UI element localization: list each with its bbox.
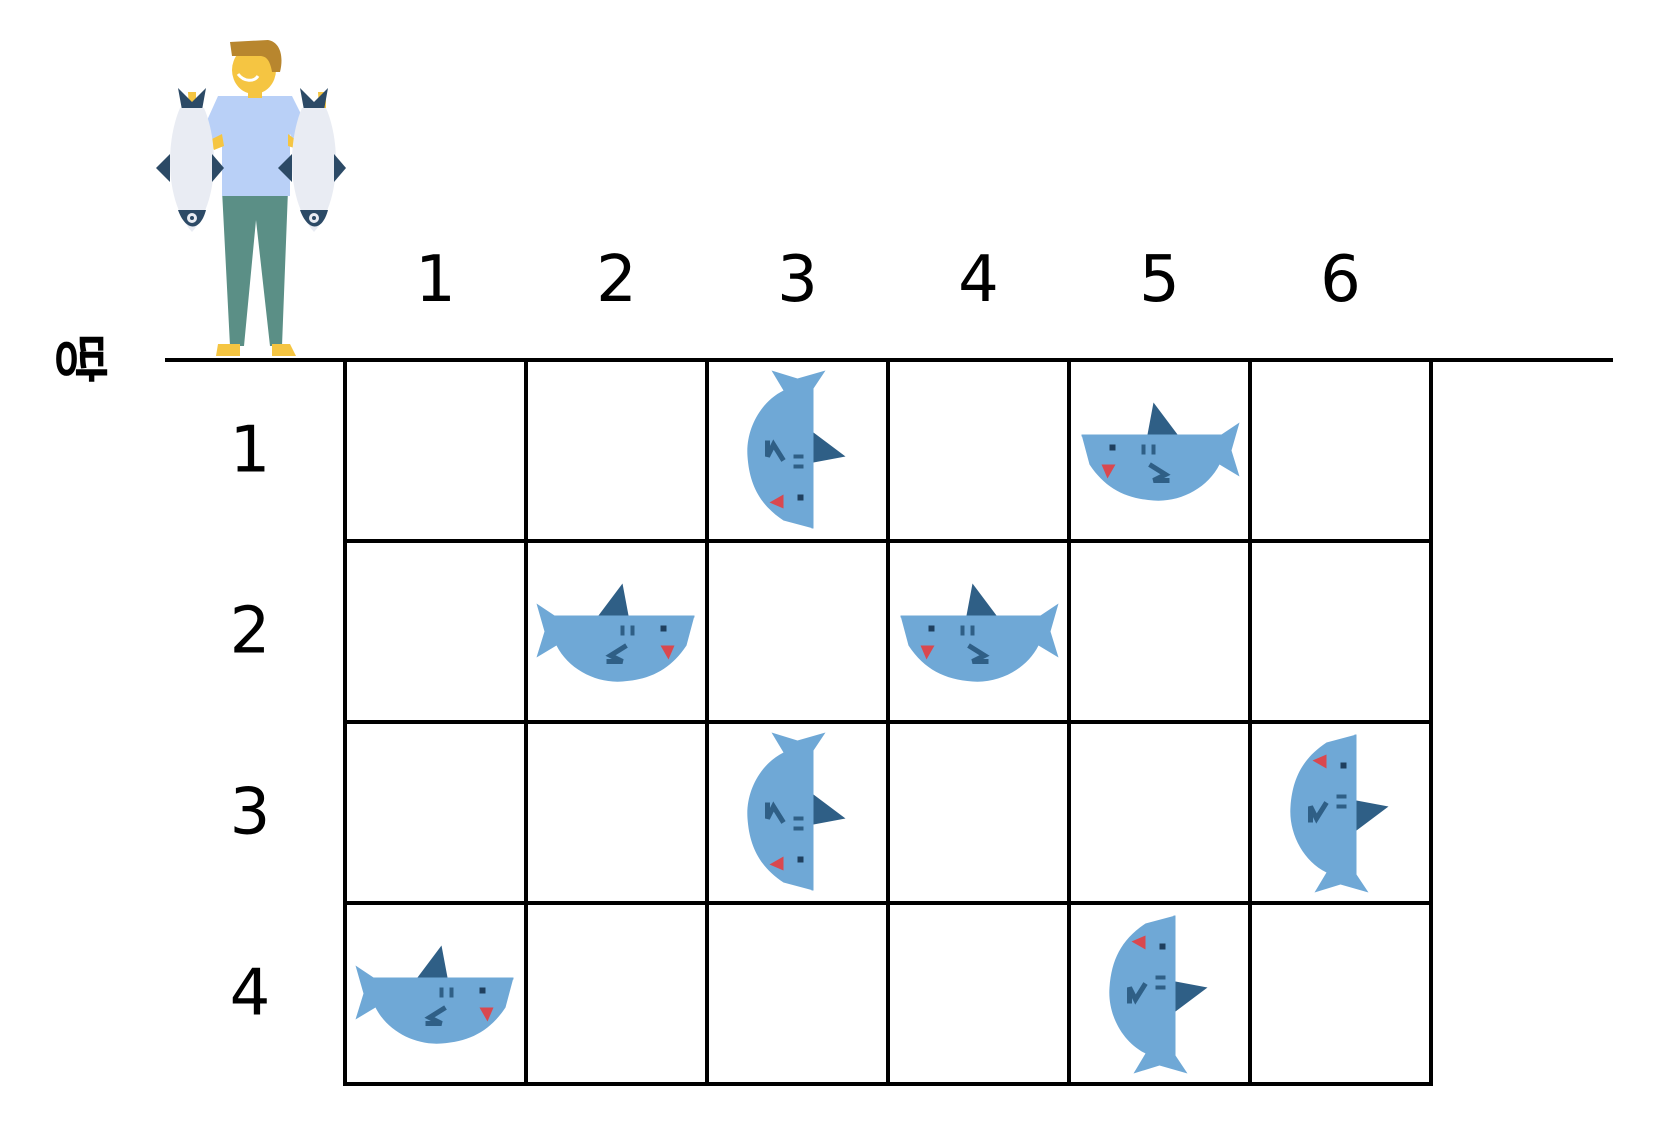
grid-cell (343, 720, 528, 905)
grid-cell (1248, 358, 1433, 543)
ground-label: 땅 (49, 333, 112, 383)
grid (343, 358, 1433, 1086)
row-label: 2 (230, 595, 271, 669)
column-label: 5 (1139, 243, 1180, 317)
grid-cell (886, 358, 1071, 543)
column-labels: 1 2 3 4 5 6 (415, 243, 1361, 317)
grid-cell (1067, 720, 1252, 905)
grid-cell (1248, 539, 1433, 724)
fisherman-figure (188, 40, 326, 356)
row-label: 4 (230, 957, 271, 1031)
row-label: 3 (230, 776, 271, 850)
grid-cell (886, 720, 1071, 905)
grid-cell (524, 358, 709, 543)
grid-cell (524, 720, 709, 905)
grid-cell (343, 539, 528, 724)
row-label: 1 (230, 414, 271, 488)
column-label: 3 (777, 243, 818, 317)
grid-cell (1067, 539, 1252, 724)
column-label: 4 (958, 243, 999, 317)
grid-cell (705, 901, 890, 1086)
column-label: 2 (596, 243, 637, 317)
fish-icon (278, 88, 346, 232)
column-label: 6 (1320, 243, 1361, 317)
grid-cell (1248, 901, 1433, 1086)
column-label: 1 (415, 243, 456, 317)
grid-cell (343, 358, 528, 543)
grid-cell (886, 901, 1071, 1086)
fish-icon (156, 88, 224, 232)
grid-cell (705, 539, 890, 724)
grid-cell (524, 901, 709, 1086)
row-labels: 1 2 3 4 (230, 414, 271, 1031)
